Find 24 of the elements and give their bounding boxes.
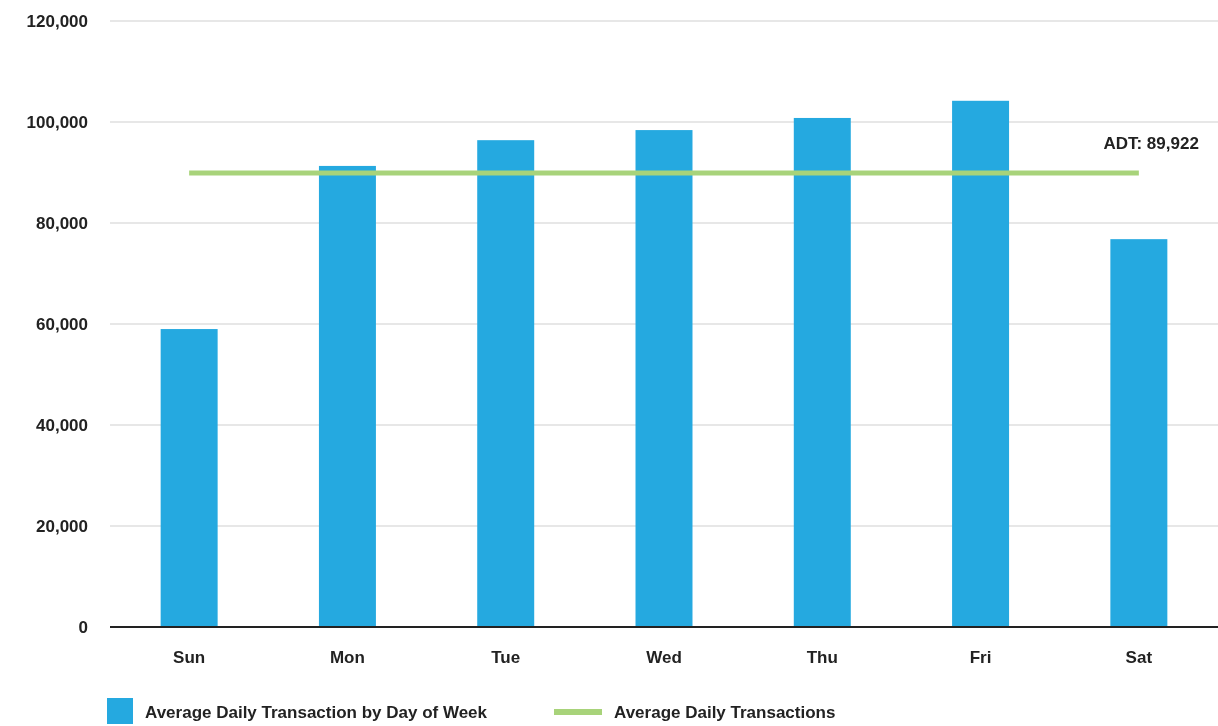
y-tick-label: 40,000 bbox=[36, 415, 88, 435]
legend-label: Average Daily Transaction by Day of Week bbox=[145, 703, 488, 722]
x-tick-label: Fri bbox=[969, 648, 992, 667]
bar bbox=[793, 117, 851, 627]
x-tick-label: Sat bbox=[1125, 648, 1153, 667]
x-tick-label: Mon bbox=[329, 648, 365, 667]
x-tick-label: Thu bbox=[806, 648, 838, 667]
x-tick-label: Wed bbox=[646, 648, 682, 667]
bar bbox=[1110, 239, 1168, 627]
bar bbox=[477, 140, 535, 627]
y-tick-label: 20,000 bbox=[36, 516, 88, 536]
bar bbox=[160, 329, 218, 627]
y-tick-label: 0 bbox=[78, 617, 88, 637]
bar bbox=[635, 130, 693, 627]
x-tick-label: Sun bbox=[173, 648, 206, 667]
bar bbox=[318, 165, 376, 627]
y-tick-label: 60,000 bbox=[36, 314, 88, 334]
y-tick-label: 120,000 bbox=[26, 11, 88, 31]
annotation: ADT: 89,922 bbox=[1103, 133, 1199, 153]
x-tick-label: Tue bbox=[491, 648, 521, 667]
legend-label: Average Daily Transactions bbox=[614, 703, 836, 722]
y-tick-label: 100,000 bbox=[26, 112, 88, 132]
bar bbox=[952, 100, 1010, 627]
y-tick-label: 80,000 bbox=[36, 213, 88, 233]
